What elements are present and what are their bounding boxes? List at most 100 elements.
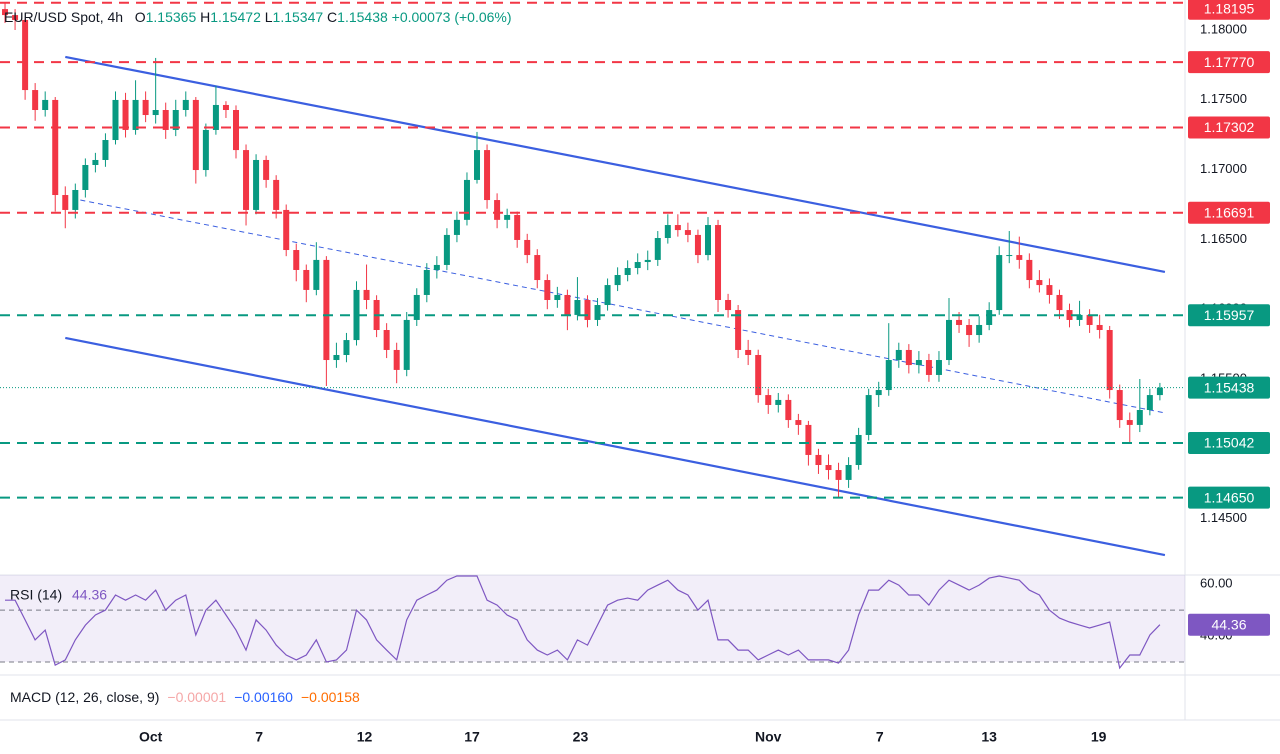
candle-body [785,399,792,421]
candle-body [1126,420,1133,425]
candle-body [363,289,370,300]
candle-body [152,110,159,116]
ohlc-value: 1.15347 [272,9,324,25]
level-label-box [1188,304,1270,327]
candle-body [725,299,732,311]
ohlc-label: H [200,9,211,25]
rsi-line [5,575,1161,670]
candle-body [484,150,491,201]
candle-body [132,99,139,130]
x-tick-label: 13 [981,729,997,745]
candle-body [654,238,661,260]
candle-body [82,165,89,190]
candle-body [474,150,481,180]
candle-body [1086,314,1093,325]
candle-body [996,255,1003,311]
candle-body [413,294,420,320]
candle-body [855,434,862,465]
candle-body [905,349,912,366]
candle-body [715,225,722,300]
level-label-box [1188,201,1270,224]
y-tick-label: 1.16500 [1200,231,1247,246]
candle-body [2,9,9,16]
ohlc-label: L [264,9,273,25]
candle-body [554,294,561,300]
candle-body [604,285,611,306]
candle-body [514,214,521,240]
candle-body [534,255,541,281]
candle-body [403,319,410,370]
y-tick-label: 60.00 [1200,576,1233,591]
candle-body [182,99,189,111]
level-label-text: 1.15042 [1204,435,1255,451]
candle-body [1026,259,1033,281]
candle-body [212,104,219,130]
level-label-text: 1.17770 [1204,54,1255,70]
candle-body [986,310,993,325]
candle-body [865,395,872,435]
candle-body [323,259,330,361]
candle-body [313,259,320,290]
candle-body [594,305,601,320]
candle-body [674,225,681,231]
candle-body [745,349,752,355]
y-tick-label: 1.17000 [1200,161,1247,176]
candle-body [92,159,99,166]
candle-body [62,195,69,210]
level-label-box [1188,431,1270,454]
candle-body [52,99,59,196]
x-tick-label: 12 [357,729,373,745]
level-label-box [1188,486,1270,509]
candle-body [333,354,340,361]
candle-body [22,19,29,91]
x-tick-label: Oct [139,729,163,745]
candle-body [12,15,19,20]
macd-readout: −0.00158 [301,689,360,705]
candle-body [956,319,963,325]
candle-body [243,150,250,210]
candle-body [1036,280,1043,286]
candle-body [393,349,400,370]
level-label-text: 1.16691 [1204,204,1255,220]
candle-body [895,349,902,361]
ohlc-label: O [134,9,146,25]
candle-body [634,262,641,269]
candle-body [704,225,711,256]
symbol-legend: EUR/USD Spot, 4h O1.15365 H1.15472 L1.15… [4,9,512,25]
candle-body [463,179,470,220]
candle-body [1146,395,1153,410]
candle-body [343,340,350,355]
y-tick-label: 1.17500 [1200,91,1247,106]
indicator-title: RSI (14) [10,587,62,603]
candle-body [433,264,440,270]
trend-line [80,199,1166,414]
candle-body [42,99,49,111]
trend-line [65,336,1166,557]
x-tick-label: 17 [464,729,480,745]
candle-body [664,225,671,239]
ohlc-value: 1.15365 [145,9,197,25]
rsi-band-shade [0,575,1185,663]
candle-body [353,289,360,341]
candle-body [775,399,782,405]
candle-body [453,219,460,235]
candle-body [805,424,812,455]
candle-body [765,395,772,405]
candle-body [72,189,79,210]
candle-body [915,360,922,366]
candle-body [835,470,842,480]
indicator-title: MACD (12, 26, close, 9) −0.00001 −0.00160−… [10,689,360,705]
x-tick-label: 23 [573,729,589,745]
candle-body [885,360,892,391]
ohlc-value: 1.15472 [210,9,261,25]
candle-body [122,99,129,130]
candle-body [966,324,973,336]
last-price-label-text: 1.15438 [1204,379,1255,395]
candle-body [162,110,169,130]
candle-body [1066,310,1073,320]
price-change: +0.00073 (+0.06%) [391,9,512,25]
candle-body [222,104,229,111]
candle-body [112,99,119,141]
candle-body [504,214,511,220]
candle-body [1076,314,1083,320]
